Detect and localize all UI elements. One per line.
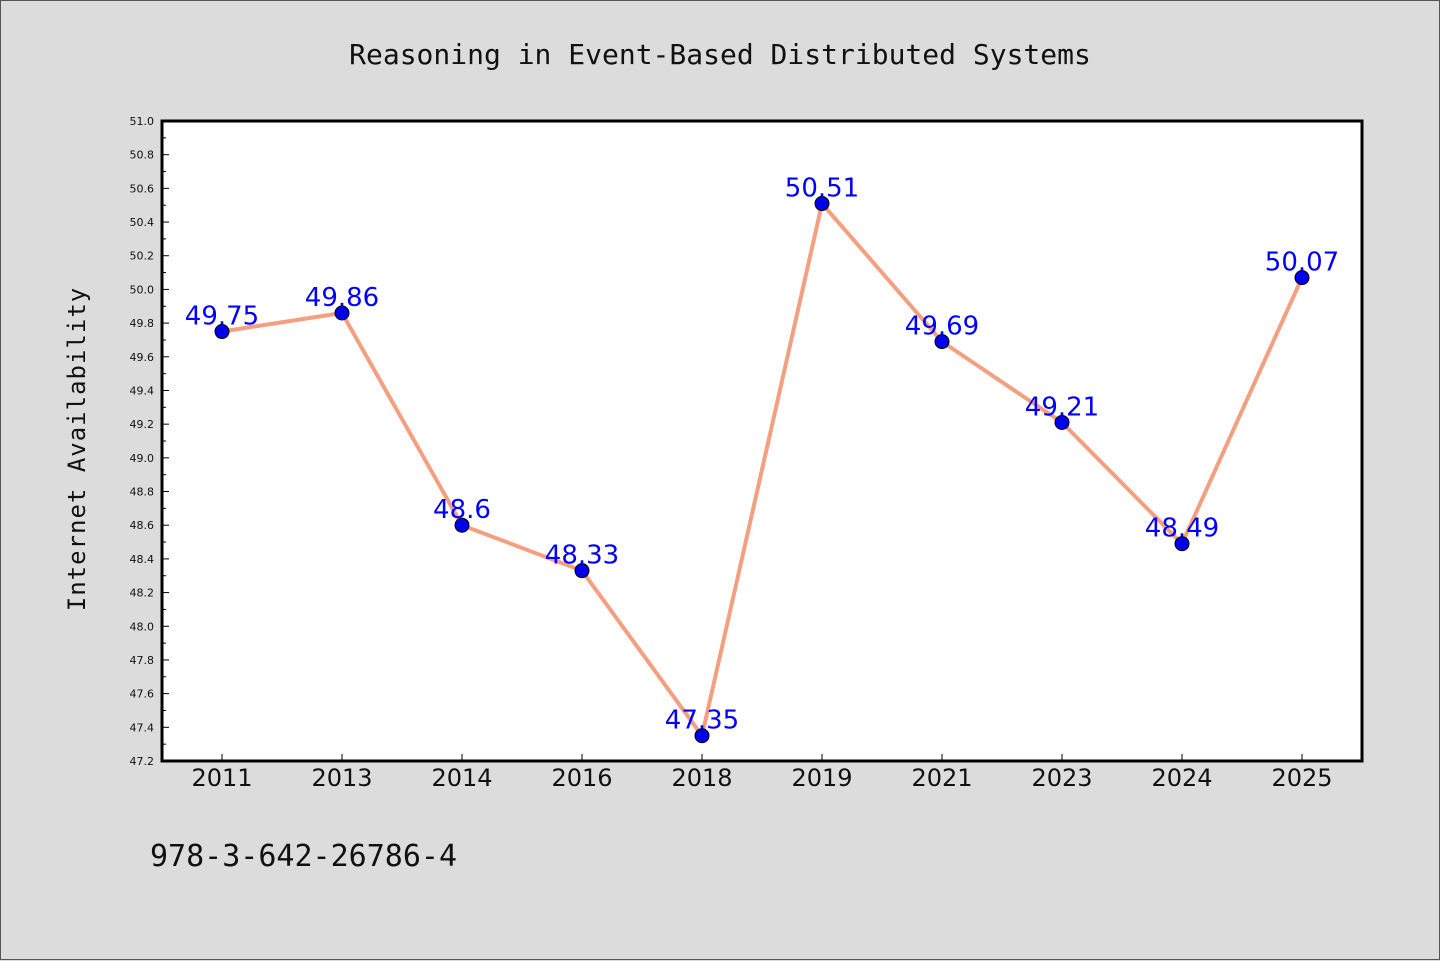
data-label: 50.07 xyxy=(1265,248,1339,278)
y-tick-label: 48.0 xyxy=(130,620,155,633)
data-labels: 49.75 49.86 48.6 48.33 47.35 50.51 49.69 49.21 4… xyxy=(185,174,1339,736)
x-tick-label: 2013 xyxy=(311,764,372,792)
x-tick-label: 2024 xyxy=(1151,764,1212,792)
x-tick-label: 2016 xyxy=(551,764,612,792)
y-tick-label: 50.0 xyxy=(130,283,155,296)
data-label: 49.86 xyxy=(305,283,379,313)
y-tick-label: 51.0 xyxy=(130,115,155,128)
series-line xyxy=(221,201,1304,738)
y-tick-label: 48.6 xyxy=(130,519,155,532)
data-point xyxy=(814,196,830,212)
x-tick-label: 2011 xyxy=(191,764,252,792)
y-tick-label: 48.8 xyxy=(130,486,155,499)
isbn-text: 978-3-642-26786-4 xyxy=(150,839,457,874)
y-tick-label: 50.8 xyxy=(130,149,155,162)
y-tick-label: 47.8 xyxy=(130,654,155,667)
x-tick-label: 2014 xyxy=(431,764,492,792)
data-point xyxy=(1054,414,1070,430)
x-tick-label: 2019 xyxy=(791,764,852,792)
data-label: 48.6 xyxy=(433,495,491,525)
data-point xyxy=(574,563,590,579)
x-tick-label: 2023 xyxy=(1031,764,1092,792)
y-tick-label: 50.6 xyxy=(130,182,155,195)
y-tick-label: 47.2 xyxy=(130,755,155,768)
plot-area xyxy=(160,119,1364,763)
x-tick-label: 2021 xyxy=(911,764,972,792)
x-axis-ticks: 2011 2013 2014 2016 2018 2019 2021 2023 2024 2025 xyxy=(191,754,1333,792)
y-tick-label: 50.2 xyxy=(130,250,155,263)
x-tick-label: 2018 xyxy=(671,764,732,792)
y-tick-label: 48.2 xyxy=(130,587,155,600)
data-point xyxy=(694,728,710,744)
chart-title: Reasoning in Event-Based Distributed Sys… xyxy=(349,38,1091,71)
series-layer xyxy=(214,196,1310,744)
data-label: 48.33 xyxy=(545,541,619,571)
y-tick-label: 49.2 xyxy=(130,418,155,431)
y-tick-label: 49.4 xyxy=(130,384,155,397)
y-tick-label: 48.4 xyxy=(130,553,155,566)
data-label: 49.75 xyxy=(185,302,259,332)
data-label: 49.69 xyxy=(905,312,979,342)
x-tick-label: 2025 xyxy=(1271,764,1332,792)
y-tick-label: 50.4 xyxy=(130,216,155,229)
y-axis-ticks: 47.2 47.4 47.6 47.8 48.0 48.2 48.4 48.6 48.8 49.0… xyxy=(130,115,169,768)
data-label: 49.21 xyxy=(1025,392,1099,422)
data-point xyxy=(334,305,350,321)
y-tick-label: 47.6 xyxy=(130,688,155,701)
data-label: 48.49 xyxy=(1145,514,1219,544)
y-tick-label: 49.6 xyxy=(130,351,155,364)
data-point xyxy=(934,334,950,350)
data-label: 47.35 xyxy=(665,706,739,736)
data-point xyxy=(454,517,470,533)
y-axis-label: Internet Availability xyxy=(63,287,91,611)
data-point xyxy=(1174,536,1190,552)
data-label: 50.51 xyxy=(785,174,859,204)
data-point xyxy=(214,324,230,340)
y-tick-label: 49.8 xyxy=(130,317,155,330)
y-tick-label: 49.0 xyxy=(130,452,155,465)
y-tick-label: 47.4 xyxy=(130,721,155,734)
data-point xyxy=(1294,270,1310,286)
